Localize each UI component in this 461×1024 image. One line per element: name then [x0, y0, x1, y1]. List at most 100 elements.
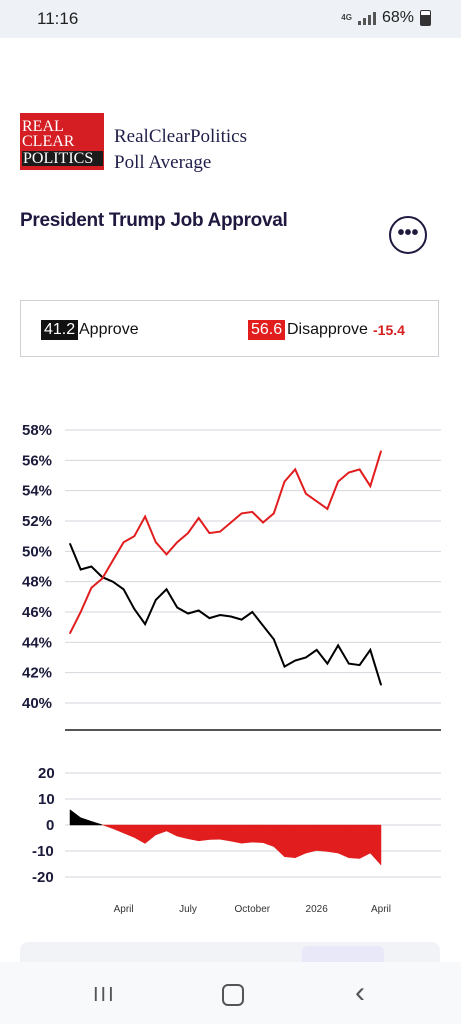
data-point-approve — [251, 611, 254, 613]
spread-area-segment — [305, 824, 317, 854]
data-point-disapprove — [380, 450, 382, 453]
data-point-disapprove — [305, 492, 307, 495]
y-tick-label: 48% — [22, 574, 52, 591]
data-point-disapprove — [154, 541, 157, 544]
data-point-disapprove — [251, 511, 254, 513]
y-tick-label: 56% — [22, 452, 52, 469]
y-tick-label: 40% — [22, 695, 52, 712]
back-button[interactable]: ‹ — [355, 976, 365, 1009]
data-point-approve — [187, 612, 189, 615]
data-point-disapprove — [272, 512, 275, 515]
data-point-disapprove — [262, 521, 264, 524]
network-type-icon: 4G — [341, 13, 352, 22]
data-point-disapprove — [369, 485, 372, 487]
y-tick-label: 50% — [22, 543, 52, 560]
data-point-disapprove — [79, 611, 82, 613]
spread-area-segment — [155, 824, 167, 836]
status-bar: 11:16 4G 68% — [0, 0, 461, 38]
spread-chart-area — [69, 809, 382, 866]
spread-value: -15.4 — [373, 322, 405, 338]
data-point-disapprove — [315, 500, 318, 503]
data-point-approve — [69, 542, 71, 545]
data-point-approve — [262, 624, 264, 627]
spread-area-segment — [359, 824, 371, 859]
data-point-approve — [197, 609, 200, 612]
data-point-approve — [112, 580, 114, 583]
data-point-disapprove — [176, 541, 179, 544]
data-point-disapprove — [165, 553, 168, 556]
spread-area-segment — [316, 824, 328, 852]
data-point-approve — [208, 617, 211, 619]
data-point-disapprove — [197, 517, 200, 519]
rcp-logo[interactable]: REAL CLEAR POLITICS — [20, 113, 104, 170]
status-icons: 4G 68% — [341, 9, 431, 27]
spread-area-segment — [230, 824, 242, 844]
x-tick-label: April — [114, 904, 134, 915]
battery-icon — [420, 10, 431, 26]
data-point-approve — [272, 638, 275, 641]
approval-chart[interactable]: 58% 56% 54% 52% 50% 48% 46% 44% 42% 40% 20 10 0 -10 -… — [0, 400, 461, 925]
data-point-approve — [219, 614, 221, 616]
approve-value: 41.2 — [41, 320, 79, 340]
data-point-disapprove — [122, 541, 125, 544]
data-point-approve — [305, 656, 307, 659]
data-point-disapprove — [112, 559, 114, 562]
spread-area-segment — [101, 824, 114, 829]
home-button[interactable] — [222, 984, 244, 1006]
spread-area-segment — [241, 824, 253, 844]
system-navigation-bar: III ‹ — [0, 962, 461, 1024]
y-tick-label: 42% — [22, 665, 52, 682]
y-tick-label: 44% — [22, 634, 52, 651]
spread-area-segment — [91, 821, 103, 826]
logo-line-3: POLITICS — [22, 151, 103, 167]
data-point-disapprove — [69, 632, 71, 635]
data-point-disapprove — [358, 468, 361, 471]
data-point-disapprove — [133, 535, 136, 537]
data-point-disapprove — [230, 521, 232, 524]
data-point-disapprove — [90, 586, 93, 589]
spread-area-segment — [284, 824, 296, 859]
y-tick-label: 58% — [22, 422, 52, 439]
data-point-disapprove — [187, 532, 189, 534]
data-point-approve — [369, 649, 372, 651]
main-chart-grid: 58% 56% 54% 52% 50% 48% 46% 44% 42% 40% — [22, 422, 441, 712]
y-tick-label: 20 — [38, 765, 55, 782]
data-point-approve — [283, 665, 286, 668]
data-point-disapprove — [219, 530, 221, 533]
brand-line-2: Poll Average — [114, 152, 212, 173]
disapprove-value: 56.6 — [248, 320, 286, 340]
poll-summary: 41.2 Approve 56.6 Disapprove -15.4 — [20, 300, 439, 357]
data-point-approve — [79, 568, 82, 571]
y-tick-label: 46% — [22, 604, 52, 621]
data-point-approve — [165, 588, 168, 591]
more-icon: ••• — [397, 222, 419, 244]
logo-line-2: CLEAR — [22, 133, 75, 150]
data-point-approve — [144, 623, 146, 625]
x-tick-label: April — [371, 904, 391, 915]
disapprove-label: Disapprove — [287, 321, 368, 338]
x-axis-ticks: April July October 2026 April — [114, 904, 391, 915]
x-tick-label: July — [179, 904, 197, 915]
page-title: President Trump Job Approval — [20, 210, 288, 231]
data-point-approve — [230, 615, 232, 618]
approve-label: Approve — [79, 321, 139, 338]
main-chart-lines — [69, 450, 382, 686]
spread-area-segment — [294, 824, 307, 859]
data-point-approve — [154, 599, 157, 601]
spread-area-segment — [273, 824, 285, 858]
status-time: 11:16 — [37, 9, 79, 28]
spread-area-segment — [219, 824, 232, 842]
data-point-approve — [315, 649, 318, 651]
spread-area-segment — [187, 824, 199, 842]
recent-apps-button[interactable]: III — [93, 984, 116, 1006]
y-tick-label: 10 — [38, 791, 55, 808]
logo-line-1: REAL — [22, 118, 64, 135]
data-point-disapprove — [326, 508, 329, 510]
brand-text: RealClearPolitics Poll Average — [114, 124, 247, 176]
y-tick-label: 0 — [46, 817, 54, 834]
y-tick-label: -10 — [32, 843, 54, 860]
more-options-button[interactable]: ••• — [389, 216, 427, 254]
data-point-disapprove — [101, 577, 103, 580]
y-tick-label: 52% — [22, 513, 52, 530]
spread-area-segment — [134, 824, 146, 844]
